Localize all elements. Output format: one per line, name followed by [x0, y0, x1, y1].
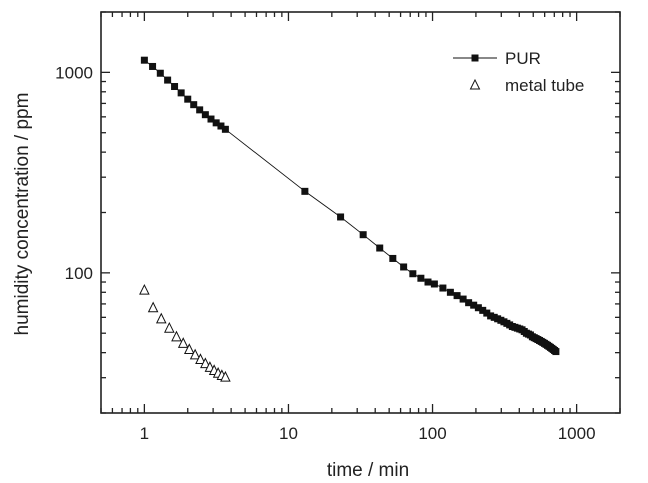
series-metal-tube [139, 283, 231, 382]
legend-marker [471, 54, 479, 62]
plot-border [100, 11, 621, 414]
data-point [389, 254, 397, 262]
data-point [195, 353, 206, 364]
legend-item: metal tube [469, 76, 584, 95]
data-point [376, 244, 384, 252]
x-tick-label: 1 [140, 424, 149, 443]
series-pur [140, 56, 560, 356]
data-point [337, 213, 345, 221]
data-point [196, 106, 204, 114]
data-point [474, 304, 482, 312]
y-tick-label: 100 [65, 264, 93, 283]
data-point [217, 122, 225, 130]
data-point [147, 301, 159, 313]
data-point [430, 280, 438, 288]
data-point [301, 187, 309, 195]
data-point [470, 301, 478, 309]
data-point [359, 231, 367, 239]
x-axis-title: time / min [327, 460, 409, 481]
legend-label: metal tube [505, 76, 584, 95]
data-point [479, 306, 487, 314]
data-point [200, 357, 211, 369]
data-point [212, 119, 220, 127]
data-point [220, 370, 231, 382]
y-axis-title: humidity concentration / ppm [12, 93, 33, 336]
data-point [190, 101, 198, 109]
data-point [207, 115, 215, 123]
data-point [424, 278, 432, 286]
data-point [221, 125, 229, 133]
legend-label: PUR [505, 49, 541, 68]
data-point [465, 299, 473, 307]
data-point [149, 62, 157, 70]
data-point [487, 312, 495, 320]
data-point [164, 321, 175, 333]
data-point [171, 83, 179, 91]
data-point [140, 56, 148, 64]
x-tick-label: 10 [279, 424, 298, 443]
data-point [156, 69, 164, 77]
data-point [483, 309, 491, 317]
data-point [183, 343, 195, 354]
data-point [552, 348, 560, 356]
data-point [446, 288, 454, 296]
data-point [439, 284, 447, 292]
legend-marker [469, 78, 481, 90]
data-point [417, 274, 425, 282]
data-point [184, 95, 192, 103]
series-layer [139, 56, 560, 382]
data-point [139, 283, 150, 295]
x-axis: 1 10 100 1000 [100, 12, 621, 443]
data-point [171, 330, 182, 342]
legend: PUR metal tube [453, 49, 584, 95]
data-point [177, 337, 189, 348]
data-point [400, 263, 408, 271]
data-point [459, 295, 467, 303]
data-point [409, 270, 417, 278]
data-point [164, 76, 172, 84]
plot-frame [100, 11, 621, 414]
x-tick-label: 100 [418, 424, 446, 443]
data-point [201, 111, 209, 119]
data-point [177, 89, 185, 97]
x-tick-label: 1000 [558, 424, 596, 443]
y-axis: 100 1000 [55, 11, 620, 414]
legend-item: PUR [453, 49, 541, 68]
y-tick-label: 1000 [55, 63, 93, 82]
data-point [155, 312, 167, 324]
series-line [144, 59, 557, 352]
data-point [453, 292, 461, 300]
data-point [189, 348, 201, 360]
